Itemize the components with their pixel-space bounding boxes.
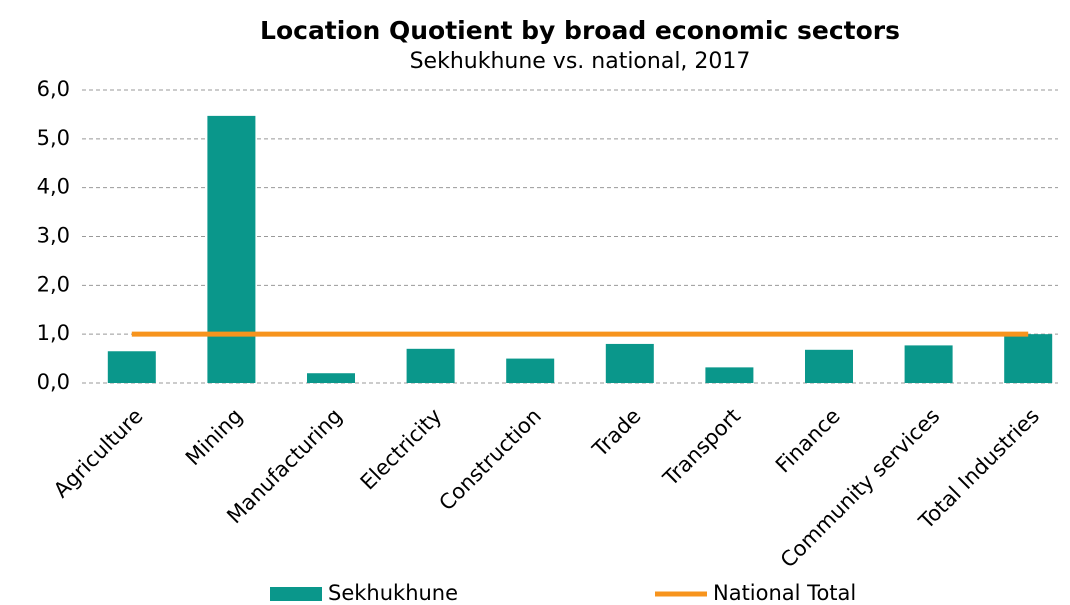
bar bbox=[207, 115, 256, 384]
y-tick-label: 3,0 bbox=[37, 224, 70, 248]
bar bbox=[904, 345, 953, 383]
y-tick-label: 2,0 bbox=[37, 272, 70, 296]
legend-label: National Total bbox=[713, 581, 856, 605]
bar bbox=[805, 349, 853, 383]
x-tick-label: Trade bbox=[587, 404, 645, 462]
bar bbox=[406, 348, 455, 383]
legend-label: Sekhukhune bbox=[328, 581, 458, 605]
x-tick-label: Mining bbox=[181, 404, 247, 470]
bar bbox=[605, 343, 654, 383]
x-tick-label: Electricity bbox=[356, 404, 447, 495]
x-tick-label: Agriculture bbox=[49, 404, 148, 503]
x-tick-label: Community services bbox=[776, 404, 945, 573]
x-tick-label: Finance bbox=[771, 404, 845, 478]
bar bbox=[307, 373, 355, 383]
y-tick-label: 0,0 bbox=[37, 370, 70, 394]
bar bbox=[107, 351, 156, 383]
y-tick-label: 6,0 bbox=[37, 77, 70, 101]
x-tick-label: Transport bbox=[658, 404, 745, 491]
bar bbox=[506, 358, 555, 383]
bar bbox=[1004, 334, 1053, 383]
legend-swatch bbox=[270, 587, 322, 601]
bar bbox=[705, 367, 754, 383]
y-tick-label: 4,0 bbox=[37, 175, 70, 199]
x-tick-label: Construction bbox=[434, 404, 546, 516]
chart-title: Location Quotient by broad economic sect… bbox=[260, 16, 900, 45]
y-tick-label: 1,0 bbox=[37, 321, 70, 345]
y-tick-label: 5,0 bbox=[37, 126, 70, 150]
chart-subtitle: Sekhukhune vs. national, 2017 bbox=[410, 49, 751, 74]
